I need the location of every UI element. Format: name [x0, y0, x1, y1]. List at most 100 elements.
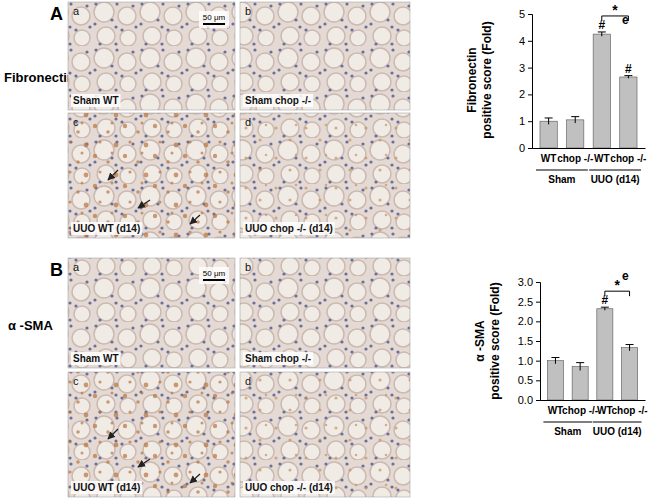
- y-tick-label: 0: [519, 142, 525, 154]
- error-bar-cap: [545, 117, 553, 118]
- x-tick: chop -/-: [562, 400, 598, 416]
- category-label: WT: [594, 153, 610, 164]
- stain-overlay: [240, 113, 410, 238]
- group-line: [543, 421, 592, 422]
- error-bar-stem: [555, 358, 556, 364]
- bar: [620, 77, 637, 148]
- image-background: [240, 113, 410, 238]
- error-bar: [571, 117, 579, 123]
- scale-bar-label: 50 μm: [203, 13, 226, 22]
- arrow: [108, 429, 118, 439]
- micrograph: c UUO WT (d14): [68, 113, 235, 238]
- label-background: [243, 94, 313, 107]
- arrow: [190, 474, 200, 483]
- scale-bar: [203, 23, 225, 25]
- category-label: chop -/-: [562, 405, 598, 416]
- y-tick: 2: [519, 88, 532, 100]
- x-tick: WT: [594, 148, 610, 164]
- y-tick: 3: [519, 62, 532, 74]
- scale-bar-bg: [199, 11, 229, 28]
- stain-label: α -SMA: [8, 318, 53, 333]
- y-axis: 0.00.51.01.52.02.53.0: [518, 276, 541, 406]
- y-tick-label: 2: [519, 88, 525, 100]
- bar-chart: 0.00.51.01.52.02.53.0WTchop -/-WTchop -/…: [473, 269, 648, 437]
- error-bar-stem: [601, 32, 602, 36]
- scale-bar-label: 50 μm: [203, 269, 226, 278]
- error-bar: [576, 363, 584, 371]
- y-tick-mark: [536, 282, 540, 283]
- bar: [567, 120, 584, 148]
- image-letter: a: [73, 5, 80, 17]
- y-tick-label: 1.0: [518, 355, 533, 367]
- y-axis-title: Fibronectin: [465, 47, 479, 112]
- y-tick-mark: [528, 148, 532, 149]
- category-label: WT: [541, 153, 557, 164]
- panel-letter: B: [50, 260, 63, 280]
- bar: [540, 121, 557, 148]
- y-tick-mark: [528, 94, 532, 95]
- y-tick-label: 0.0: [518, 394, 533, 406]
- significance-mark: #: [625, 62, 632, 76]
- group-line: [589, 169, 641, 170]
- figure: AFibronectinaSham WT50 μmbSham chop -/-c…: [0, 0, 650, 498]
- stain-overlay: [240, 372, 410, 497]
- y-tick-mark: [528, 68, 532, 69]
- y-tick-mark: [536, 341, 540, 342]
- y-tick-mark: [536, 380, 540, 381]
- label-background: [243, 481, 335, 494]
- micrograph: bSham chop -/-: [240, 258, 410, 368]
- x-axis: WTchop -/-WTchop -/-: [541, 400, 648, 416]
- image-background: [240, 2, 410, 110]
- error-bar-cap: [551, 357, 559, 358]
- significance-star: *: [614, 277, 620, 293]
- bars: [540, 32, 637, 148]
- y-tick-label: 5: [519, 8, 525, 20]
- panel-letter: A: [50, 4, 63, 24]
- y-tick: 3.0: [518, 276, 540, 288]
- arrow: [138, 200, 150, 208]
- image-label: Sham chop -/-: [245, 95, 311, 106]
- y-tick-mark: [528, 121, 532, 122]
- bar: [547, 361, 563, 400]
- y-tick: 0.0: [518, 394, 540, 406]
- label-background: [71, 352, 121, 365]
- arrow: [108, 170, 118, 180]
- y-tick-mark: [536, 302, 540, 303]
- y-tick-mark: [528, 41, 532, 42]
- image-background: [68, 2, 235, 110]
- x-axis: WTchop -/-WTchop -/-: [533, 148, 647, 164]
- group-label: UUO (d14): [591, 174, 640, 185]
- y-axis-line: [536, 283, 541, 401]
- y-tick: 1: [519, 115, 532, 127]
- y-axis: 0 1 2 3 4 5: [519, 8, 533, 154]
- micrograph: a Sham WT 50 μm: [68, 2, 235, 110]
- image-letter: b: [245, 261, 251, 273]
- category-label: chop -/-: [557, 153, 593, 164]
- y-tick-label: 2.0: [518, 315, 533, 327]
- micrograph: dUUO chop -/- (d14): [240, 113, 410, 238]
- label-background: [243, 222, 335, 235]
- x-axis-line: [541, 400, 646, 401]
- group-label: Sham: [548, 174, 575, 185]
- bar: [597, 309, 613, 400]
- y-tick: 1.5: [518, 335, 540, 347]
- image-label: UUO chop -/- (d14): [245, 223, 333, 234]
- y-axis-title: α -SMA: [473, 320, 487, 362]
- error-bar: [626, 345, 634, 351]
- image-label: UUO WT (d14): [73, 223, 140, 234]
- bar: [622, 348, 638, 400]
- image-letter: c: [73, 116, 79, 128]
- category-label: chop -/-: [612, 405, 648, 416]
- bars: [547, 307, 637, 400]
- label-background: [71, 94, 121, 107]
- label-background: [71, 481, 142, 494]
- y-tick-mark: [536, 361, 540, 362]
- y-tick: 0: [519, 142, 532, 154]
- image-background: [240, 258, 410, 368]
- y-tick: 4: [519, 35, 532, 47]
- x-tick: chop -/-: [557, 148, 593, 164]
- y-tick-label: 1: [519, 115, 525, 127]
- chart-panel-letter: e: [622, 269, 629, 283]
- image-label: Sham WT: [73, 95, 119, 106]
- arrow: [190, 215, 200, 224]
